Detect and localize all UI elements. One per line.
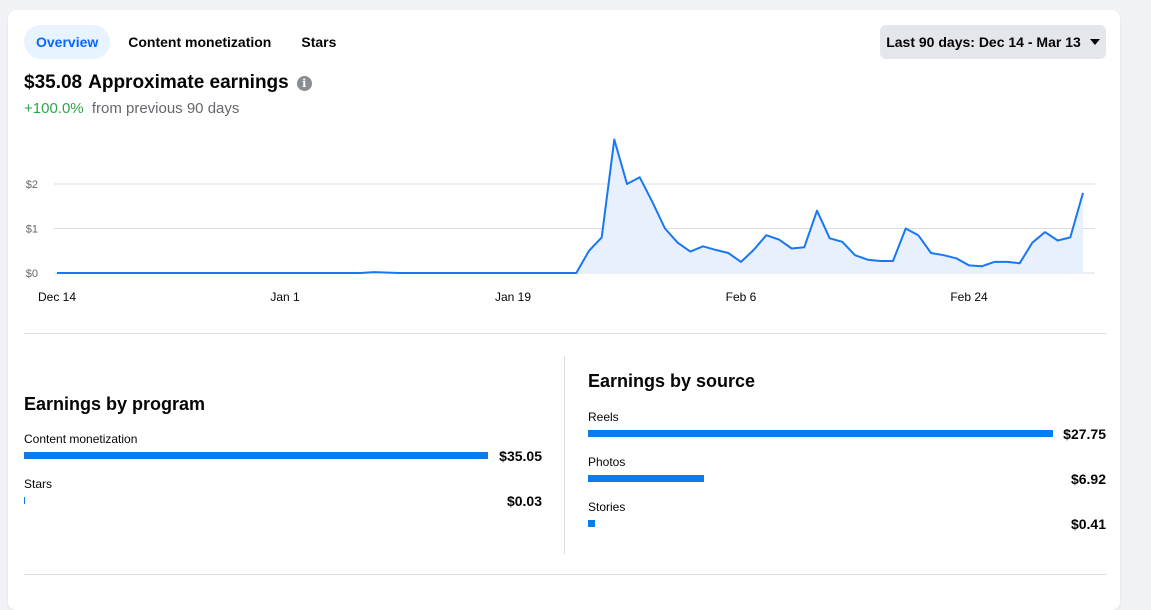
earnings-chart: $0 $1 $2 Dec 14 Jan 1 Jan 19 Feb 6 Feb 24 — [26, 138, 1095, 304]
bottom-divider — [24, 574, 1106, 575]
earnings-area — [57, 139, 1083, 273]
y-tick-label: $0 — [26, 268, 38, 280]
earnings-change-suffix: from previous 90 days — [91, 100, 240, 117]
source-value-stories: $0.41 — [1070, 516, 1106, 532]
program-label-stars: Stars — [24, 477, 53, 491]
source-bar-photos[interactable] — [588, 475, 704, 482]
program-value-stars: $0.03 — [506, 493, 542, 509]
source-bar-reels[interactable] — [588, 430, 1053, 437]
x-tick-label: Jan 1 — [270, 290, 300, 304]
tab-bar: Overview Content monetization Stars — [24, 25, 354, 59]
date-range-dropdown[interactable]: Last 90 days: Dec 14 - Mar 13 — [880, 25, 1106, 59]
tab-content-monetization[interactable]: Content monetization — [128, 34, 272, 50]
info-icon[interactable]: i — [296, 75, 312, 91]
program-label-content-monetization: Content monetization — [24, 432, 138, 446]
program-bar-content-monetization[interactable] — [24, 452, 488, 459]
source-value-photos: $6.92 — [1070, 471, 1106, 487]
x-tick-label: Feb 24 — [950, 290, 988, 304]
earnings-amount: $35.08 — [24, 72, 83, 93]
tab-overview[interactable]: Overview — [24, 25, 111, 59]
earnings-heading: $35.08 Approximate earnings i — [24, 72, 312, 94]
source-label-stories: Stories — [588, 500, 626, 514]
y-tick-label: $2 — [26, 179, 38, 191]
source-value-reels: $27.75 — [1063, 426, 1106, 442]
source-label-photos: Photos — [588, 455, 626, 469]
y-tick-label: $1 — [26, 224, 38, 236]
program-section-title: Earnings by program — [24, 394, 206, 414]
earnings-line — [57, 138, 1084, 274]
source-label-reels: Reels — [588, 410, 619, 424]
earnings-change: +100.0% from previous 90 days — [24, 100, 239, 117]
x-tick-label: Jan 19 — [495, 290, 531, 304]
section-divider — [24, 333, 1106, 334]
earnings-change-percent: +100.0% — [24, 100, 84, 117]
source-section-title: Earnings by source — [588, 371, 756, 391]
earnings-label: Approximate earnings — [88, 72, 289, 93]
date-range-label: Last 90 days: Dec 14 - Mar 13 — [886, 34, 1081, 50]
source-bar-stories[interactable] — [588, 520, 595, 527]
column-divider — [564, 356, 565, 554]
program-bar-stars[interactable] — [24, 497, 25, 504]
earnings-card: Overview Content monetization Stars Last… — [8, 10, 1120, 610]
x-tick-label: Feb 6 — [726, 290, 757, 304]
program-value-content-monetization: $35.05 — [499, 448, 542, 464]
tab-stars[interactable]: Stars — [301, 34, 337, 50]
x-tick-label: Dec 14 — [38, 290, 76, 304]
caret-down-icon — [1089, 39, 1100, 45]
